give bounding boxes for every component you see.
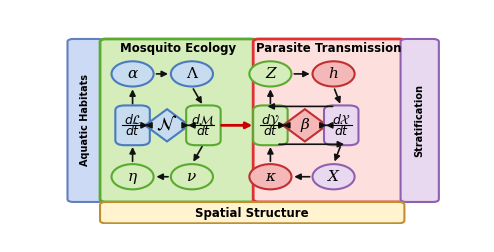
Ellipse shape (313, 61, 355, 86)
Text: $d\mathcal{X}$: $d\mathcal{X}$ (331, 113, 351, 127)
Text: $dt$: $dt$ (196, 124, 211, 138)
Text: $dt$: $dt$ (125, 124, 140, 138)
FancyBboxPatch shape (253, 105, 288, 145)
Text: Z: Z (265, 67, 276, 81)
FancyBboxPatch shape (100, 39, 257, 202)
Polygon shape (283, 109, 327, 141)
FancyBboxPatch shape (253, 39, 405, 202)
Text: Stratification: Stratification (415, 84, 425, 157)
Text: $d\mathcal{M}$: $d\mathcal{M}$ (191, 112, 215, 128)
FancyBboxPatch shape (401, 39, 439, 202)
FancyBboxPatch shape (324, 105, 359, 145)
Text: $d\mathcal{Y}$: $d\mathcal{Y}$ (261, 112, 280, 128)
Ellipse shape (171, 164, 213, 189)
Text: Λ: Λ (186, 67, 198, 81)
FancyBboxPatch shape (100, 202, 405, 223)
Text: ν: ν (187, 170, 197, 184)
Text: X: X (328, 170, 339, 184)
Text: η: η (128, 170, 137, 184)
FancyBboxPatch shape (68, 39, 104, 202)
Ellipse shape (171, 61, 213, 86)
Polygon shape (145, 109, 189, 141)
Text: Aquatic Habitats: Aquatic Habitats (81, 75, 90, 167)
Text: $dt$: $dt$ (333, 124, 349, 138)
Ellipse shape (112, 164, 154, 189)
Text: h: h (329, 67, 338, 81)
Ellipse shape (112, 61, 154, 86)
FancyBboxPatch shape (115, 105, 150, 145)
Text: β: β (300, 118, 309, 132)
Text: $dt$: $dt$ (263, 124, 278, 138)
Text: κ: κ (265, 170, 275, 184)
Ellipse shape (249, 164, 291, 189)
Text: α: α (127, 67, 138, 81)
Ellipse shape (249, 61, 291, 86)
Text: Spatial Structure: Spatial Structure (195, 207, 309, 219)
FancyBboxPatch shape (186, 105, 221, 145)
Text: $d\mathcal{L}$: $d\mathcal{L}$ (124, 113, 142, 127)
Text: Parasite Transmission: Parasite Transmission (256, 42, 401, 55)
Text: Mosquito Ecology: Mosquito Ecology (121, 42, 237, 55)
Text: $\mathcal{N}$: $\mathcal{N}$ (157, 116, 178, 135)
Ellipse shape (313, 164, 355, 189)
